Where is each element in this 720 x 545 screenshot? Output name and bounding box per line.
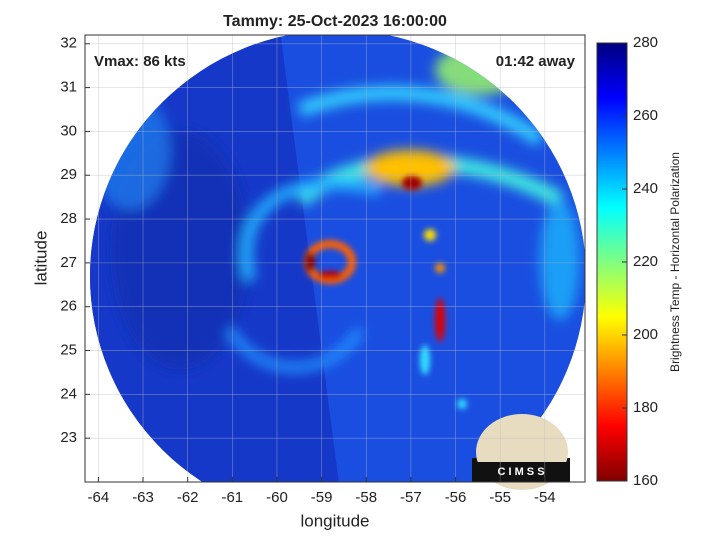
x-tick-label: -54 [534, 489, 556, 506]
colorbar-label: Brightness Temp - Horizontal Polarizatio… [668, 152, 682, 372]
colorbar-tick-label: 160 [633, 472, 658, 489]
x-tick-label: -56 [445, 489, 467, 506]
x-tick-label: -55 [489, 489, 511, 506]
y-tick-label: 30 [60, 122, 77, 139]
plot-frame [84, 34, 586, 483]
y-tick-label: 25 [60, 341, 77, 358]
x-tick-label: -57 [400, 489, 422, 506]
x-tick-label: -64 [88, 489, 110, 506]
x-axis-label: longitude [300, 511, 369, 530]
colorbar-tick-label: 260 [633, 107, 658, 124]
satellite-image [90, 35, 585, 482]
y-tick-label: 31 [60, 79, 77, 96]
chart-title: Tammy: 25-Oct-2023 16:00:00 [223, 13, 447, 30]
y-tick-label: 26 [60, 298, 77, 315]
x-tick-label: -61 [221, 489, 243, 506]
y-tick-label: 32 [60, 35, 77, 52]
annotation: Vmax: 86 kts [94, 53, 186, 70]
y-axis-label: latitude [31, 231, 50, 286]
y-tick-label: 23 [60, 429, 77, 446]
colorbar-tick-label: 240 [633, 180, 658, 197]
logo-bar-front [472, 462, 570, 482]
y-tick-label: 29 [60, 166, 77, 183]
y-tick-label: 24 [60, 385, 77, 402]
y-tick-label: 28 [60, 210, 77, 227]
y-tick-label: 27 [60, 254, 77, 271]
x-tick-label: -63 [132, 489, 154, 506]
colorbar-tick-label: 220 [633, 253, 658, 270]
annotation: 01:42 away [496, 53, 576, 70]
colorbar-tick-label: 280 [633, 34, 658, 51]
x-tick-label: -62 [177, 489, 199, 506]
logo-text: C I M S S [497, 466, 544, 478]
x-tick-label: -60 [266, 489, 288, 506]
colorbar-tick-label: 200 [633, 326, 658, 343]
colorbar-tick-label: 180 [633, 399, 658, 416]
x-tick-label: -58 [355, 489, 377, 506]
x-tick-label: -59 [311, 489, 333, 506]
